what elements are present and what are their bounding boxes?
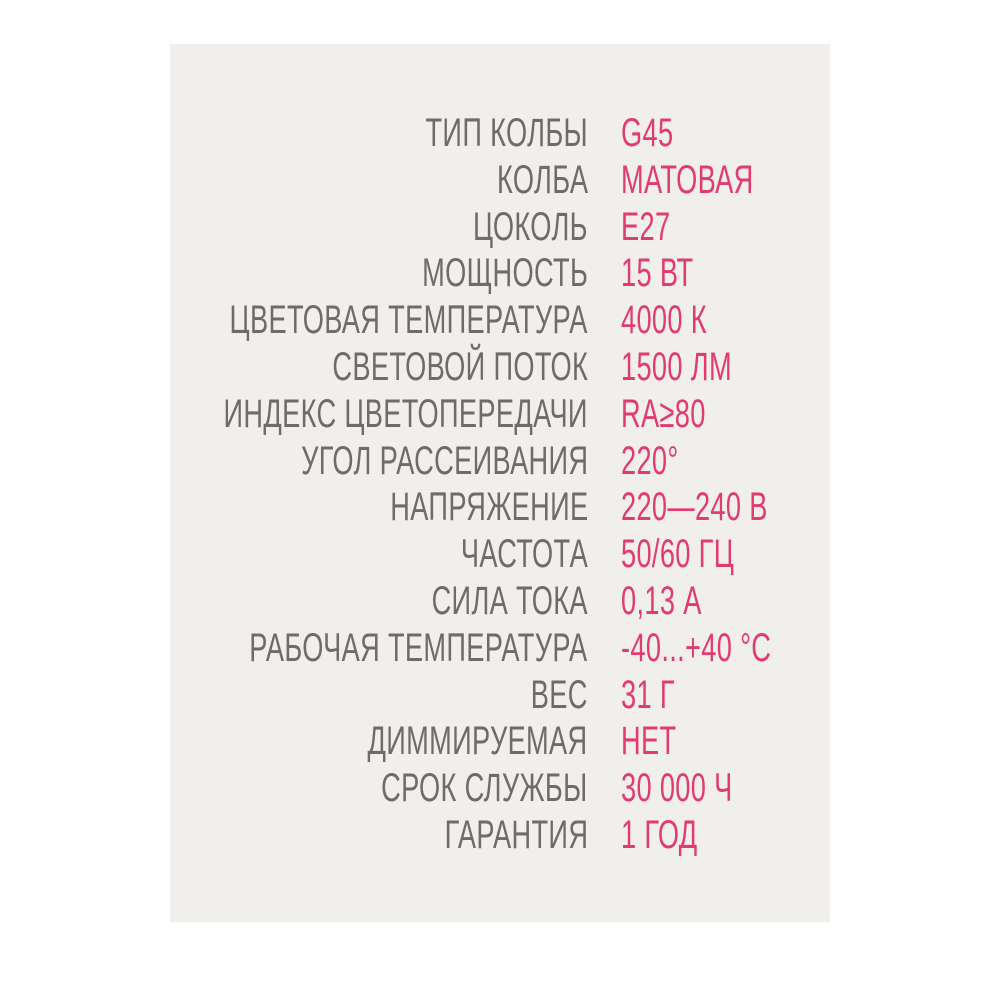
spec-label: НАПРЯЖЕНИЕ	[389, 485, 588, 530]
spec-row: СРОК СЛУЖБЫ 30 000 Ч	[0, 765, 1000, 812]
spec-row: ГАРАНТИЯ 1 ГОД	[0, 812, 1000, 859]
spec-label: ЧАСТОТА	[460, 532, 588, 577]
spec-label: ГАРАНТИЯ	[444, 812, 588, 857]
spec-row: УГОЛ РАССЕИВАНИЯ 220°	[0, 438, 1000, 485]
spec-label: ДИММИРУЕМАЯ	[368, 719, 588, 764]
spec-row: ИНДЕКС ЦВЕТОПЕРЕДАЧИ RA≥80	[0, 391, 1000, 438]
spec-value: G45	[621, 111, 674, 155]
spec-row: ЦОКОЛЬ E27	[0, 204, 1000, 251]
spec-value: 1500 ЛМ	[621, 344, 732, 389]
spec-row: ДИММИРУЕМАЯ НЕТ	[0, 718, 1000, 765]
spec-row: СВЕТОВОЙ ПОТОК 1500 ЛМ	[0, 344, 1000, 391]
spec-row: ВЕС 31 Г	[0, 672, 1000, 719]
spec-value: 0,13 А	[621, 578, 702, 623]
spec-row: СИЛА ТОКА 0,13 А	[0, 578, 1000, 625]
spec-label: СВЕТОВОЙ ПОТОК	[332, 344, 588, 389]
spec-value: 15 ВТ	[621, 251, 694, 296]
spec-row: ЦВЕТОВАЯ ТЕМПЕРАТУРА 4000 К	[0, 297, 1000, 344]
spec-label: ЦВЕТОВАЯ ТЕМПЕРАТУРА	[229, 298, 588, 343]
spec-row: КОЛБА МАТОВАЯ	[0, 157, 1000, 204]
spec-value: E27	[621, 204, 671, 249]
spec-label: СИЛА ТОКА	[431, 578, 588, 623]
spec-row: ЧАСТОТА 50/60 ГЦ	[0, 531, 1000, 578]
spec-label: МОЩНОСТЬ	[421, 251, 588, 296]
spec-label: УГОЛ РАССЕИВАНИЯ	[300, 438, 588, 483]
spec-value: 220°	[621, 438, 679, 483]
spec-card	[170, 44, 830, 922]
spec-value: -40...+40 °С	[621, 625, 772, 670]
spec-value: НЕТ	[621, 719, 677, 764]
spec-label: ЦОКОЛЬ	[473, 204, 588, 249]
spec-value: 30 000 Ч	[621, 766, 733, 811]
spec-value: МАТОВАЯ	[621, 157, 754, 202]
spec-row: РАБОЧАЯ ТЕМПЕРАТУРА -40...+40 °С	[0, 625, 1000, 672]
spec-table: ТИП КОЛБЫ G45 КОЛБА МАТОВАЯ ЦОКОЛЬ E27 МОЩНОСТ…	[0, 110, 1000, 859]
spec-value: 50/60 ГЦ	[621, 532, 735, 577]
spec-value: RA≥80	[621, 391, 706, 436]
spec-row: ТИП КОЛБЫ G45	[0, 110, 1000, 157]
spec-value: 31 Г	[621, 672, 675, 717]
spec-label: ИНДЕКС ЦВЕТОПЕРЕДАЧИ	[223, 391, 588, 436]
spec-value: 4000 К	[621, 298, 707, 343]
spec-value: 1 ГОД	[621, 812, 698, 857]
spec-value: 220—240 В	[621, 485, 768, 530]
spec-label: РАБОЧАЯ ТЕМПЕРАТУРА	[249, 625, 588, 670]
spec-row: НАПРЯЖЕНИЕ 220—240 В	[0, 484, 1000, 531]
spec-label: ВЕС	[531, 672, 588, 717]
spec-label: ТИП КОЛБЫ	[425, 111, 588, 155]
spec-label: СРОК СЛУЖБЫ	[381, 766, 588, 811]
spec-label: КОЛБА	[496, 157, 588, 202]
spec-row: МОЩНОСТЬ 15 ВТ	[0, 250, 1000, 297]
